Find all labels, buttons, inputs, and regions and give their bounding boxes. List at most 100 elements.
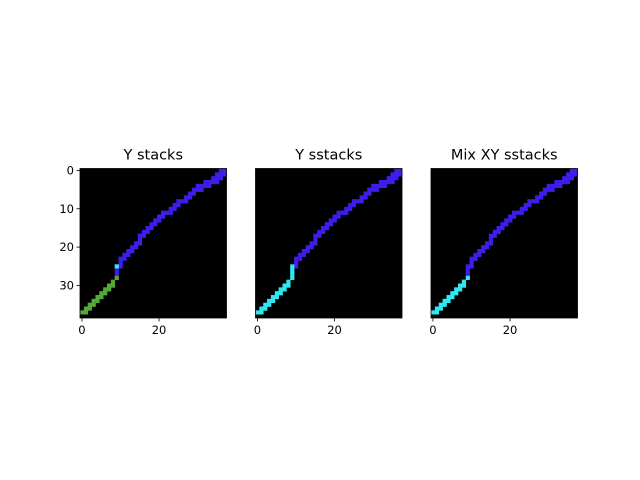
heatmap-cell: [91, 298, 96, 304]
heatmap-cell: [157, 214, 162, 219]
heatmap-cell: [562, 180, 567, 185]
heatmap-cell: [477, 249, 482, 254]
y-tick-label: 20: [59, 240, 74, 254]
heatmap-cell: [332, 218, 337, 223]
heatmap-cell: [270, 295, 276, 300]
heatmap-cell: [214, 180, 220, 185]
heatmap-cell: [191, 187, 197, 192]
heatmap-cell: [569, 172, 574, 177]
heatmap-cell: [481, 249, 486, 254]
heatmap-cell: [218, 168, 223, 173]
axes-frame: [255, 168, 403, 319]
heatmap-cell: [133, 241, 139, 246]
heatmap-cell: [511, 210, 517, 215]
panel-y-sstacks: Y sstacks 0 20: [254, 148, 403, 337]
heatmap-cell: [313, 233, 318, 238]
heatmap-cell: [511, 214, 517, 219]
heatmap-cell: [538, 191, 544, 196]
heatmap-cell: [394, 172, 399, 177]
heatmap-cell: [214, 172, 220, 177]
heatmap-cell: [290, 268, 295, 273]
heatmap-cell: [535, 195, 540, 200]
heatmap-cell: [519, 210, 524, 215]
panel-title: Mix XY sstacks: [451, 148, 558, 164]
heatmap-cell: [488, 233, 494, 238]
heatmap-cell: [488, 237, 494, 242]
heatmap-cell: [160, 210, 166, 215]
heatmap-cell: [263, 302, 268, 307]
heatmap-cell: [442, 302, 447, 307]
heatmap-cell: [378, 183, 384, 189]
heatmap-cell: [344, 206, 349, 212]
heatmap-cell: [274, 295, 279, 300]
heatmap-cell: [305, 245, 310, 250]
heatmap-cell: [184, 195, 189, 200]
heatmap-cell: [126, 252, 131, 258]
heatmap-cell: [114, 264, 119, 269]
heatmap-cell: [118, 260, 123, 265]
heatmap-cell: [332, 214, 337, 219]
heatmap-cell: [294, 260, 299, 265]
heatmap-cell: [207, 183, 212, 189]
x-tick-label: 0: [78, 323, 85, 337]
heatmap-cell: [367, 187, 372, 192]
heatmap-cell: [282, 287, 287, 292]
heatmap-cell: [438, 306, 443, 311]
heatmap-cell: [95, 298, 100, 304]
heatmap-cell: [573, 172, 578, 177]
heatmap-cell: [531, 199, 536, 204]
heatmap-cell: [110, 283, 116, 288]
heatmap-cell: [469, 264, 474, 269]
heatmap-cell: [274, 291, 279, 296]
heatmap-cell: [484, 241, 490, 246]
x-tick-label: 0: [254, 323, 261, 337]
heatmap-cell: [137, 237, 143, 242]
heatmap-cell: [191, 191, 197, 196]
heatmap-cell: [554, 183, 559, 189]
heatmap-cell: [321, 226, 326, 231]
heatmap-cell: [386, 176, 391, 181]
heatmap-cell: [336, 210, 341, 215]
heatmap-cell: [145, 229, 150, 235]
heatmap-cell: [137, 233, 143, 238]
heatmap-cell: [83, 306, 89, 311]
heatmap-cell: [465, 275, 470, 281]
heatmap-cell: [207, 180, 212, 185]
heatmap-cell: [328, 222, 333, 227]
x-tick-label: 20: [327, 323, 342, 337]
heatmap-cell: [573, 168, 578, 173]
heatmap-cell: [382, 180, 387, 185]
heatmap-cell: [390, 180, 395, 185]
heatmap-cell: [286, 279, 291, 284]
heatmap-cell: [294, 256, 299, 261]
heatmap-cell: [297, 256, 303, 261]
heatmap-cell: [126, 249, 131, 254]
heatmap-cell: [321, 229, 326, 235]
heatmap-cell: [153, 218, 158, 223]
heatmap-cell: [172, 206, 177, 212]
heatmap-cell: [294, 264, 299, 269]
heatmap-cell: [80, 310, 85, 315]
heatmap-cell: [317, 229, 322, 235]
heatmap-cell: [454, 291, 459, 296]
heatmap-cell: [305, 249, 310, 254]
heatmap-cell: [286, 283, 291, 288]
heatmap-cell: [282, 283, 287, 288]
heatmap-cell: [375, 187, 380, 192]
y-tick-label: 30: [59, 278, 74, 292]
heatmap-cell: [394, 168, 399, 173]
heatmap-cell: [359, 199, 364, 204]
heatmap-cell: [180, 199, 185, 204]
heatmap-cell: [550, 183, 555, 189]
heatmap-cell: [496, 229, 501, 235]
heatmap-cell: [118, 256, 123, 261]
heatmap-cell: [554, 180, 559, 185]
heatmap-cell: [164, 210, 170, 215]
heatmap-cell: [542, 187, 548, 192]
heatmap-cell: [371, 183, 376, 189]
heatmap-cell: [160, 214, 166, 219]
heatmap-cell: [378, 180, 384, 185]
heatmap-cell: [386, 180, 391, 185]
heatmap-cell: [114, 268, 119, 273]
heatmap-cell: [367, 191, 372, 196]
